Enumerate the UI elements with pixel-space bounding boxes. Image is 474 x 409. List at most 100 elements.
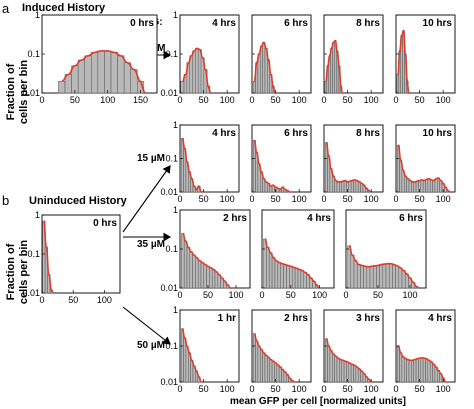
bar-15uM-8h-10 xyxy=(348,180,352,193)
bar-50uM-4h-5 xyxy=(408,360,412,383)
bar-35uM-4h-13 xyxy=(300,270,305,289)
bar-35uM-2h-2 xyxy=(186,247,191,289)
bar-35uM-6h-0 xyxy=(347,245,352,289)
bar-induced-0h-4 xyxy=(84,55,92,94)
fit-curve-35uM-2h xyxy=(182,232,233,289)
y-tick-label-uninduced-0h-2: 1 xyxy=(35,210,40,220)
bar-15uM-8h-4 xyxy=(334,180,338,193)
y-tick-label-uninduced-0h-1: 0.1 xyxy=(27,249,40,259)
panel-title-50uM-2h: 2 hrs xyxy=(284,313,308,324)
tmg-conc-35: 35 µM xyxy=(137,239,165,250)
x-tick-label-35uM-2h-2: 100 xyxy=(228,290,243,300)
bar-50uM-4h-12 xyxy=(425,358,429,383)
bar-35uM-4h-10 xyxy=(291,267,296,289)
panel-title-35uM-2h: 2 hrs xyxy=(223,213,247,224)
histogram-50uM-2h: 2 hrs 0 50 100 xyxy=(249,309,312,394)
x-tick-label-35uM-2h-0: 0 xyxy=(177,290,182,300)
x-tick-label-15uM-6h-0: 0 xyxy=(249,194,254,204)
panel-title-50uM-4h: 4 hrs xyxy=(428,313,452,324)
bar-35uM-4h-8 xyxy=(286,265,290,289)
bar-35uM-6h-6 xyxy=(366,266,371,289)
x-tick-label-0uM-8h-2: 100 xyxy=(364,95,379,105)
bar-50uM-4h-14 xyxy=(429,361,433,383)
bar-50uM-3h-8 xyxy=(343,360,347,383)
bar-50uM-3h-5 xyxy=(336,357,340,383)
bar-50uM-2h-0 xyxy=(252,333,256,383)
x-tick-label-50uM-3h-2: 100 xyxy=(364,384,379,394)
fit-curve-50uM-4h xyxy=(397,345,447,383)
fit-curve-50uM-3h xyxy=(325,337,373,383)
x-tick-label-50uM-2h-0: 0 xyxy=(249,384,254,394)
x-tick-label-induced-0h-1: 50 xyxy=(70,95,80,105)
bar-50uM-2h-10 xyxy=(276,364,280,383)
bar-50uM-2h-6 xyxy=(267,357,270,383)
bar-15uM-10h-8 xyxy=(415,180,419,193)
bar-35uM-2h-9 xyxy=(206,266,210,289)
bar-0uM-8h-4 xyxy=(332,42,335,94)
x-tick-label-induced-0h-3: 150 xyxy=(133,95,148,105)
panel-title-uninduced-0h: 0 hrs xyxy=(93,218,117,229)
fit-curve-15uM-8h xyxy=(325,141,371,193)
bar-15uM-8h-11 xyxy=(350,180,354,193)
x-tick-label-15uM-10h-2: 100 xyxy=(436,194,451,204)
x-tick-label-15uM-8h-0: 0 xyxy=(321,194,326,204)
y-tick-label-induced-0h-1: 0.1 xyxy=(27,49,40,59)
bar-15uM-10h-11 xyxy=(422,180,426,193)
x-tick-label-50uM-1h-2: 100 xyxy=(220,384,235,394)
x-axis-title: mean GFP per cell [normalized units] xyxy=(230,396,406,407)
bar-15uM-10h-15 xyxy=(432,180,436,193)
bar-50uM-3h-9 xyxy=(346,361,350,383)
bar-50uM-2h-7 xyxy=(269,359,273,383)
bar-35uM-6h-14 xyxy=(392,264,396,289)
bar-0uM-8h-0 xyxy=(324,81,328,94)
histogram-35uM-6h: 6 hrs 0 50 100 xyxy=(343,209,427,300)
histogram-15uM-4h: 4 hrs 0 50 100 0.01 0.1 1 xyxy=(160,120,240,204)
fit-curve-0uM-6h xyxy=(253,41,276,94)
bar-35uM-4h-3 xyxy=(271,257,276,289)
panel-title-35uM-6h: 6 hrs xyxy=(399,213,423,224)
bar-0uM-4h-0 xyxy=(180,81,185,94)
bar-induced-0h-3 xyxy=(77,59,85,94)
x-tick-label-50uM-4h-2: 100 xyxy=(436,384,451,394)
y-tick-label-15uM-4h-0: 0.01 xyxy=(160,187,178,197)
bar-0uM-8h-3 xyxy=(330,48,333,94)
bar-15uM-10h-5 xyxy=(408,180,412,193)
histogram-15uM-6h: 6 hrs 0 50 100 xyxy=(249,124,312,204)
histogram-0uM-8h: 8 hrs 0 50 100 xyxy=(321,14,384,105)
bar-35uM-2h-0 xyxy=(181,233,185,289)
y-tick-label-50uM-1h-2: 1 xyxy=(173,305,178,315)
bar-15uM-10h-7 xyxy=(413,181,417,193)
x-tick-label-induced-0h-2: 100 xyxy=(100,95,115,105)
bar-35uM-6h-8 xyxy=(372,265,377,289)
x-tick-label-35uM-2h-1: 50 xyxy=(203,290,213,300)
bar-35uM-2h-8 xyxy=(203,264,207,289)
x-tick-label-0uM-4h-0: 0 xyxy=(177,95,182,105)
bar-35uM-4h-7 xyxy=(283,264,287,289)
bar-15uM-8h-5 xyxy=(336,181,340,193)
bar-15uM-10h-6 xyxy=(411,181,414,193)
x-tick-label-0uM-6h-1: 50 xyxy=(271,95,281,105)
panel-title-50uM-1h: 1 hr xyxy=(218,313,236,324)
y-tick-label-50uM-1h-1: 0.1 xyxy=(165,341,178,351)
bar-50uM-4h-2 xyxy=(401,356,405,383)
panel-title-35uM-4h: 4 hrs xyxy=(307,213,331,224)
panel-title-0uM-6h: 6 hrs xyxy=(284,18,308,29)
bar-50uM-3h-4 xyxy=(334,355,338,383)
bar-35uM-4h-11 xyxy=(294,268,299,289)
bar-induced-0h-7 xyxy=(104,50,112,94)
y-tick-label-0uM-4h-0: 0.01 xyxy=(160,88,178,98)
bar-15uM-10h-16 xyxy=(434,178,438,193)
arrow-to-50uM xyxy=(122,306,171,345)
bar-15uM-8h-7 xyxy=(341,180,345,193)
bar-50uM-4h-1 xyxy=(399,352,403,383)
y-tick-label-induced-0h-2: 1 xyxy=(35,10,40,20)
bar-35uM-6h-1 xyxy=(350,254,355,289)
x-tick-label-15uM-10h-1: 50 xyxy=(415,194,425,204)
histogram-0uM-6h: 6 hrs 0 50 100 xyxy=(249,14,312,105)
panel-title-15uM-10h: 10 hrs xyxy=(423,128,453,139)
x-tick-label-35uM-6h-1: 50 xyxy=(373,290,383,300)
y-tick-label-0uM-4h-1: 0.1 xyxy=(165,49,178,59)
bar-35uM-4h-6 xyxy=(280,263,284,289)
bar-50uM-2h-1 xyxy=(255,340,259,383)
bar-35uM-2h-6 xyxy=(197,260,202,289)
